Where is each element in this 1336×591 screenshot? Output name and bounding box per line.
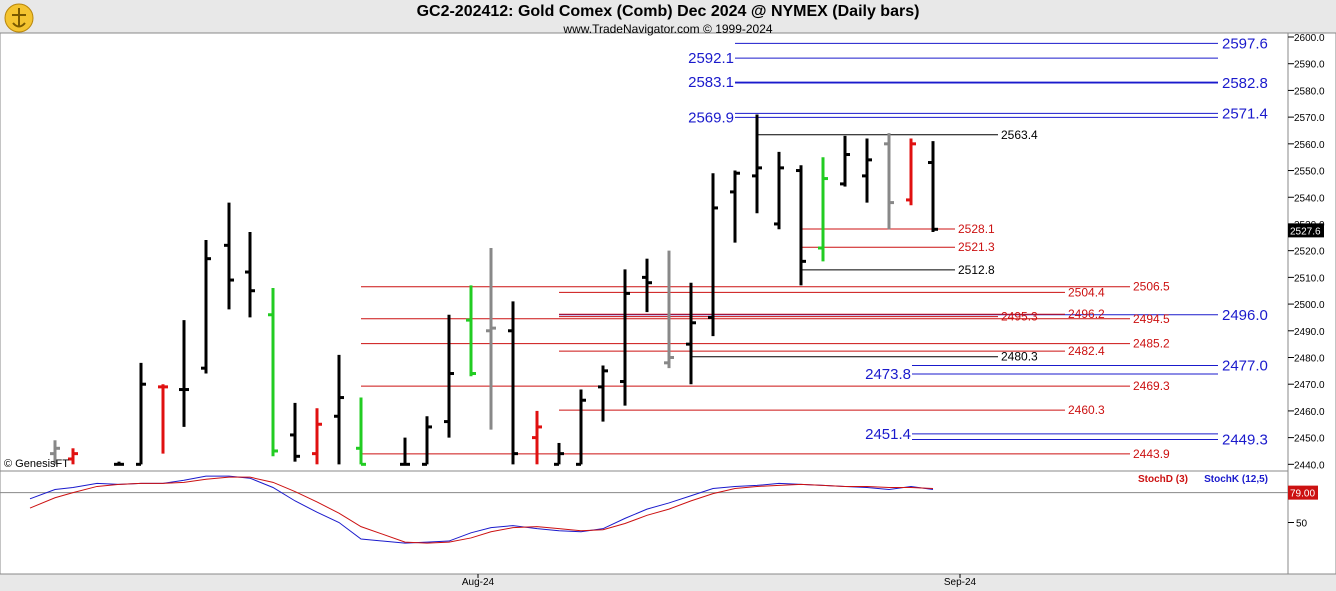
level-label: 2494.5 (1133, 312, 1170, 326)
price-tick-label: 2520.0 (1294, 247, 1325, 258)
level-label: 2569.9 (688, 109, 734, 126)
level-label: 2521.3 (958, 240, 995, 254)
price-tick-label: 2560.0 (1294, 140, 1325, 151)
stoch-line (29, 475, 934, 544)
price-tick-label: 2460.0 (1294, 407, 1325, 418)
axis-ticks: 2600.0 2590.0 2580.0 2570.0 2560.0 2550.0 2540… (4, 33, 1325, 588)
genesis-watermark: © GenesisFT (4, 458, 69, 470)
date-tick-label: Sep-24 (944, 577, 977, 588)
level-label: 2496.2 (1068, 307, 1105, 321)
level-label: 2571.4 (1222, 105, 1268, 122)
chart-title: GC2-202412: Gold Comex (Comb) Dec 2024 @… (416, 3, 920, 20)
price-tick-label: 2540.0 (1294, 193, 1325, 204)
stoch-ref-label: 79.00 (1290, 489, 1315, 500)
level-label: 2512.8 (958, 263, 995, 277)
stoch-line (29, 476, 934, 544)
last-price-label: 2527.6 (1290, 226, 1321, 237)
price-tick-label: 2570.0 (1294, 113, 1325, 124)
tradenavigator-logo (4, 3, 34, 33)
level-label: 2485.2 (1133, 337, 1170, 351)
indicator-panel[interactable] (0, 470, 1289, 575)
stoch-ref-box (1288, 485, 1318, 500)
last-price-box (1288, 223, 1324, 238)
price-tick-label: 2470.0 (1294, 380, 1325, 391)
level-labels: 2597.6 2592.1 2583.1 2582.8 2571.4 2569.9 2563… (688, 35, 1268, 460)
level-label: 2460.3 (1068, 403, 1105, 417)
level-label: 2469.3 (1133, 379, 1170, 393)
level-label: 2443.9 (1133, 447, 1170, 461)
level-label: 2477.0 (1222, 358, 1268, 375)
price-tick-label: 2590.0 (1294, 60, 1325, 71)
price-tick-label: 2500.0 (1294, 300, 1325, 311)
level-label: 2597.6 (1222, 35, 1268, 52)
level-label: 2449.3 (1222, 431, 1268, 448)
level-label: 2482.4 (1068, 344, 1105, 358)
level-label: 2480.3 (1001, 350, 1038, 364)
price-panel[interactable] (0, 32, 1289, 472)
stochk-legend: StochK (12,5) (1204, 474, 1268, 485)
stoch-tick-label: 50 (1296, 519, 1308, 530)
level-label: 2495.3 (1001, 310, 1038, 324)
price-tick-label: 2490.0 (1294, 327, 1325, 338)
level-label: 2473.8 (865, 366, 911, 383)
price-bars (50, 114, 938, 466)
date-tick-label: Aug-24 (462, 577, 495, 588)
stochastic-lines (0, 475, 1288, 544)
chart-subtitle: www.TradeNavigator.com © 1999-2024 (563, 22, 773, 36)
level-label: 2496.0 (1222, 307, 1268, 324)
price-tick-label: 2580.0 (1294, 86, 1325, 97)
stochd-legend: StochD (3) (1138, 474, 1188, 485)
level-label: 2592.1 (688, 50, 734, 67)
price-tick-label: 2510.0 (1294, 273, 1325, 284)
level-lines (361, 42, 1218, 455)
price-tick-label: 2440.0 (1294, 460, 1325, 471)
level-label: 2504.4 (1068, 285, 1105, 299)
price-tick-label: 2550.0 (1294, 167, 1325, 178)
price-axis[interactable] (1287, 32, 1336, 575)
level-label: 2563.4 (1001, 128, 1038, 142)
level-label: 2583.1 (688, 74, 734, 91)
level-label: 2582.8 (1222, 75, 1268, 92)
price-tick-label: 2480.0 (1294, 353, 1325, 364)
level-label: 2528.1 (958, 222, 995, 236)
level-label: 2506.5 (1133, 280, 1170, 294)
price-tick-label: 2600.0 (1294, 33, 1325, 44)
price-tick-label: 2450.0 (1294, 434, 1325, 445)
level-label: 2451.4 (865, 426, 911, 443)
